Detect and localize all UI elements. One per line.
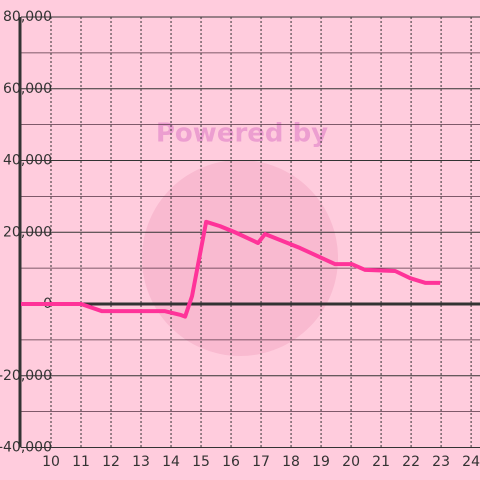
y-tick-label: 40,000 (3, 153, 52, 169)
watermark-text: Powered by (156, 119, 328, 149)
y-tick-label: -40,000 (0, 440, 52, 456)
y-tick-label: -20,000 (0, 368, 52, 384)
x-tick-label: 11 (72, 454, 90, 470)
x-tick-label: 22 (402, 454, 420, 470)
x-tick-label: 18 (282, 454, 300, 470)
x-tick-label: 21 (372, 454, 390, 470)
x-tick-label: 23 (432, 454, 450, 470)
x-tick-label: 24 (462, 454, 480, 470)
watermark-image (142, 160, 338, 356)
x-tick-label: 20 (342, 454, 360, 470)
y-tick-label: 80,000 (3, 9, 52, 25)
x-tick-label: 15 (192, 454, 210, 470)
x-tick-label: 10 (42, 454, 60, 470)
x-tick-label: 12 (102, 454, 120, 470)
y-tick-label: 60,000 (3, 81, 52, 97)
x-tick-label: 14 (162, 454, 180, 470)
x-tick-label: 16 (222, 454, 240, 470)
x-tick-label: 19 (312, 454, 330, 470)
x-tick-label: 17 (252, 454, 270, 470)
x-tick-label: 13 (132, 454, 150, 470)
y-tick-label: 20,000 (3, 224, 52, 240)
line (21, 219, 441, 319)
